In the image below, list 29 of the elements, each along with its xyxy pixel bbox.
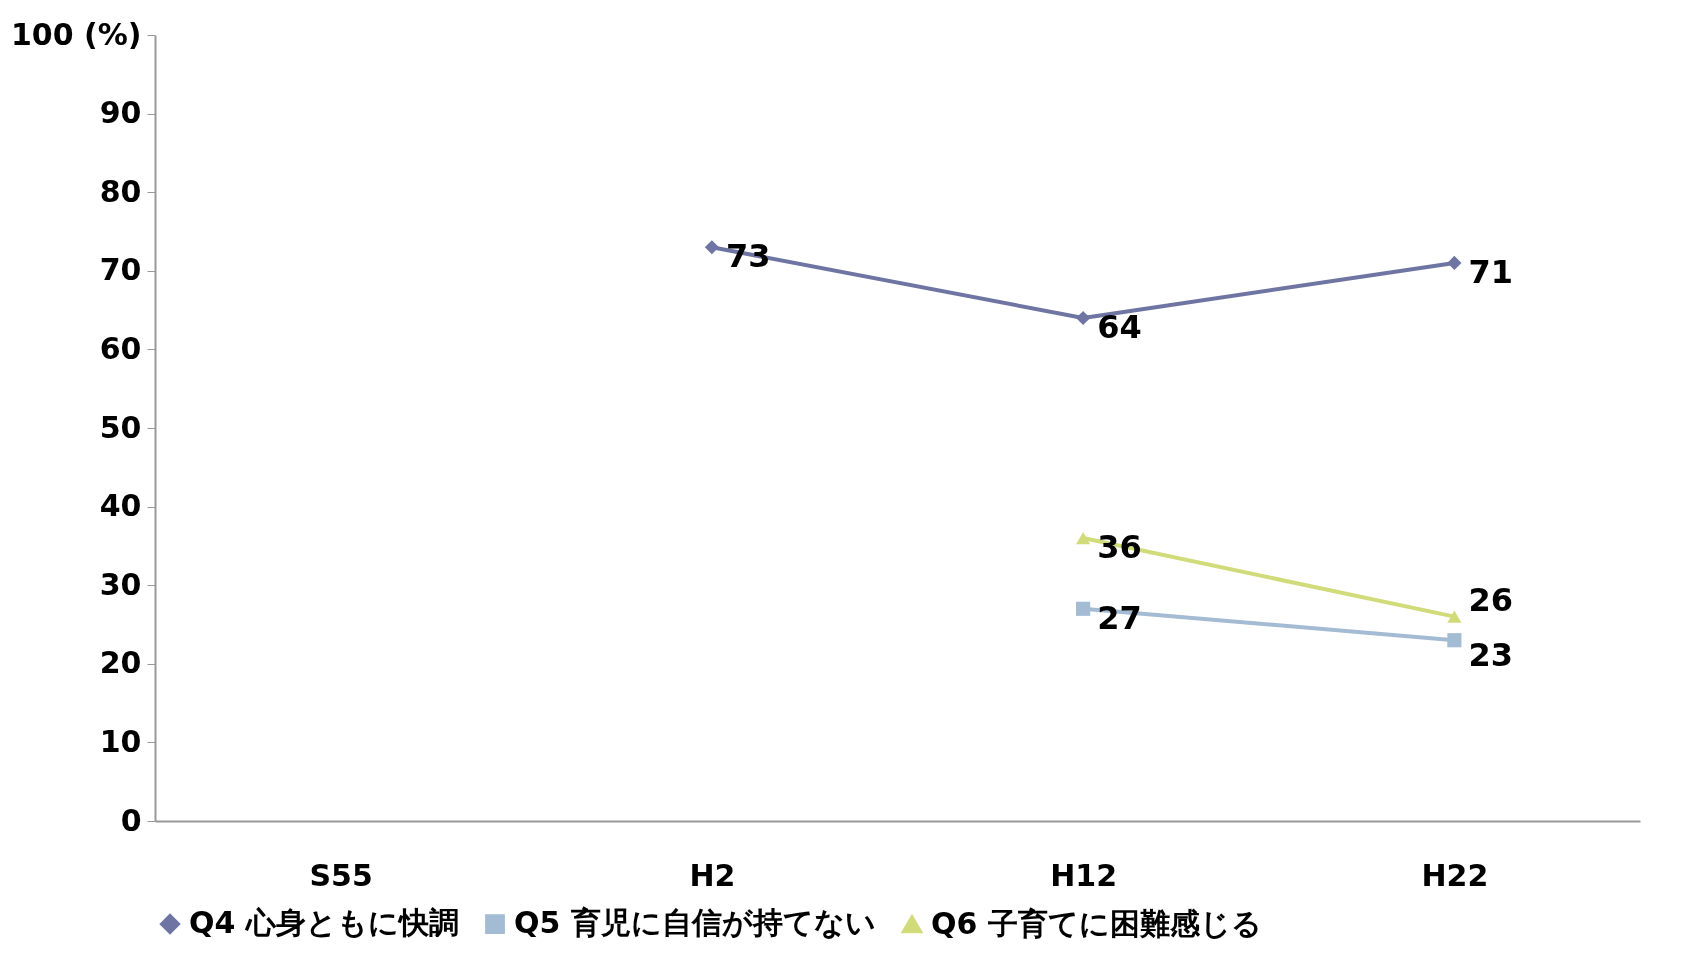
y-tick-label: 0 bbox=[120, 802, 142, 838]
y-tick-label: 30 bbox=[99, 566, 142, 602]
data-label: 26 bbox=[1468, 580, 1513, 619]
legend-label: Q4 心身ともに快調 bbox=[189, 905, 459, 941]
data-label: 23 bbox=[1468, 636, 1513, 675]
point bbox=[1076, 310, 1091, 326]
x-tick-label: H2 bbox=[689, 857, 736, 893]
y-tick-label: 60 bbox=[99, 330, 142, 366]
data-label: 71 bbox=[1468, 252, 1513, 291]
y-tick-label: 80 bbox=[99, 173, 142, 209]
legend-label: Q6 子育てに困難感じる bbox=[931, 905, 1262, 941]
point bbox=[1447, 633, 1462, 648]
y-tick-label: 90 bbox=[99, 95, 142, 131]
point bbox=[1447, 255, 1462, 271]
legend-label: Q5 育児に自信が持てない bbox=[514, 905, 876, 941]
x-tick-label: H12 bbox=[1050, 857, 1118, 893]
y-tick-label: 100 (%) bbox=[10, 16, 142, 52]
x-tick-label: S55 bbox=[309, 857, 373, 893]
point bbox=[704, 240, 719, 255]
data-label: 27 bbox=[1097, 598, 1142, 637]
x-tick-label: H22 bbox=[1421, 857, 1489, 893]
y-tick-label: 50 bbox=[99, 409, 142, 445]
y-tick-label: 40 bbox=[99, 488, 142, 524]
y-tick-label: 70 bbox=[99, 252, 142, 288]
data-label: 64 bbox=[1097, 307, 1142, 346]
y-tick-label: 10 bbox=[99, 723, 142, 759]
data-label: 36 bbox=[1097, 528, 1142, 567]
y-tick-label: 20 bbox=[99, 645, 142, 681]
point bbox=[1076, 601, 1091, 616]
